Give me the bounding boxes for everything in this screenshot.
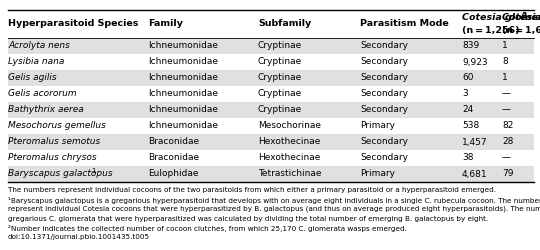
- Text: Hyperparasitoid Species: Hyperparasitoid Species: [8, 20, 138, 28]
- Text: 538: 538: [462, 122, 480, 130]
- Text: represent individual Cotesia cocoons that were hyperparasitized by B. galactopus: represent individual Cotesia cocoons tha…: [8, 206, 540, 212]
- Text: gregarious C. glomerata that were hyperparasitized was calculated by dividing th: gregarious C. glomerata that were hyperp…: [8, 216, 488, 222]
- Text: ¹Baryscapus galactopus is a gregarious hyperparasitoid that develops with on ave: ¹Baryscapus galactopus is a gregarious h…: [8, 196, 540, 203]
- Text: Cotesia glomerata: Cotesia glomerata: [462, 14, 540, 22]
- Text: Cotesia rubecula: Cotesia rubecula: [502, 14, 540, 22]
- Text: Ichneumonidae: Ichneumonidae: [148, 42, 218, 50]
- Text: (n = 1,256): (n = 1,256): [462, 26, 519, 36]
- Text: 79: 79: [502, 170, 514, 178]
- Text: Ichneumonidae: Ichneumonidae: [148, 58, 218, 66]
- Text: —: —: [502, 154, 511, 162]
- Text: Tetrastichinae: Tetrastichinae: [258, 170, 321, 178]
- Text: Parasitism Mode: Parasitism Mode: [360, 20, 449, 28]
- Text: Ichneumonidae: Ichneumonidae: [148, 106, 218, 114]
- Text: 60: 60: [462, 74, 474, 82]
- Bar: [8, 70, 534, 86]
- Text: 839: 839: [462, 42, 480, 50]
- Text: a: a: [522, 11, 527, 17]
- Text: Bathythrix aerea: Bathythrix aerea: [8, 106, 84, 114]
- Text: 4,681: 4,681: [462, 170, 488, 178]
- Text: doi:10.1371/journal.pbio.1001435.t005: doi:10.1371/journal.pbio.1001435.t005: [8, 234, 150, 240]
- Text: Secondary: Secondary: [360, 74, 408, 82]
- Text: Secondary: Secondary: [360, 138, 408, 146]
- Text: Gelis agilis: Gelis agilis: [8, 74, 57, 82]
- Text: Secondary: Secondary: [360, 42, 408, 50]
- Text: —: —: [502, 106, 511, 114]
- Text: 82: 82: [502, 122, 514, 130]
- Text: Lysibia nana: Lysibia nana: [8, 58, 64, 66]
- Text: 38: 38: [462, 154, 474, 162]
- Text: 1,457: 1,457: [462, 138, 488, 146]
- Text: Baryscapus galactopus: Baryscapus galactopus: [8, 170, 113, 178]
- Text: Mesochorinae: Mesochorinae: [258, 122, 321, 130]
- Bar: [8, 38, 534, 54]
- Bar: [8, 102, 534, 118]
- Text: Secondary: Secondary: [360, 58, 408, 66]
- Text: 8: 8: [502, 58, 508, 66]
- Text: Cryptinae: Cryptinae: [258, 106, 302, 114]
- Text: 3: 3: [462, 90, 468, 98]
- Text: Pteromalus semotus: Pteromalus semotus: [8, 138, 100, 146]
- Text: 1: 1: [91, 168, 96, 174]
- Text: Secondary: Secondary: [360, 154, 408, 162]
- Text: Ichneumonidae: Ichneumonidae: [148, 74, 218, 82]
- Text: Eulophidae: Eulophidae: [148, 170, 199, 178]
- Text: Hexothecinae: Hexothecinae: [258, 138, 320, 146]
- Text: 1: 1: [502, 42, 508, 50]
- Text: (n = 1,668): (n = 1,668): [502, 26, 540, 36]
- Text: Acrolyta nens: Acrolyta nens: [8, 42, 70, 50]
- Bar: [8, 166, 534, 182]
- Text: Hexothecinae: Hexothecinae: [258, 154, 320, 162]
- Text: 24: 24: [462, 106, 473, 114]
- Text: Cryptinae: Cryptinae: [258, 90, 302, 98]
- Bar: [8, 134, 534, 150]
- Text: Ichneumonidae: Ichneumonidae: [148, 122, 218, 130]
- Text: The numbers represent individual cocoons of the two parasitoids from which eithe: The numbers represent individual cocoons…: [8, 187, 496, 193]
- Text: Secondary: Secondary: [360, 90, 408, 98]
- Text: Braconidae: Braconidae: [148, 154, 199, 162]
- Text: Cryptinae: Cryptinae: [258, 58, 302, 66]
- Text: 9,923: 9,923: [462, 58, 488, 66]
- Text: ²Number indicates the collected number of cocoon clutches, from which 25,170 C. : ²Number indicates the collected number o…: [8, 225, 407, 232]
- Text: 1: 1: [502, 74, 508, 82]
- Text: Gelis acororum: Gelis acororum: [8, 90, 77, 98]
- Text: Primary: Primary: [360, 122, 395, 130]
- Text: 28: 28: [502, 138, 514, 146]
- Text: —: —: [502, 90, 511, 98]
- Text: Primary: Primary: [360, 170, 395, 178]
- Text: Braconidae: Braconidae: [148, 138, 199, 146]
- Text: Family: Family: [148, 20, 183, 28]
- Text: Pteromalus chrysos: Pteromalus chrysos: [8, 154, 97, 162]
- Text: Cryptinae: Cryptinae: [258, 42, 302, 50]
- Text: Mesochorus gemellus: Mesochorus gemellus: [8, 122, 106, 130]
- Text: Ichneumonidae: Ichneumonidae: [148, 90, 218, 98]
- Text: Secondary: Secondary: [360, 106, 408, 114]
- Text: Cryptinae: Cryptinae: [258, 74, 302, 82]
- Text: Subfamily: Subfamily: [258, 20, 311, 28]
